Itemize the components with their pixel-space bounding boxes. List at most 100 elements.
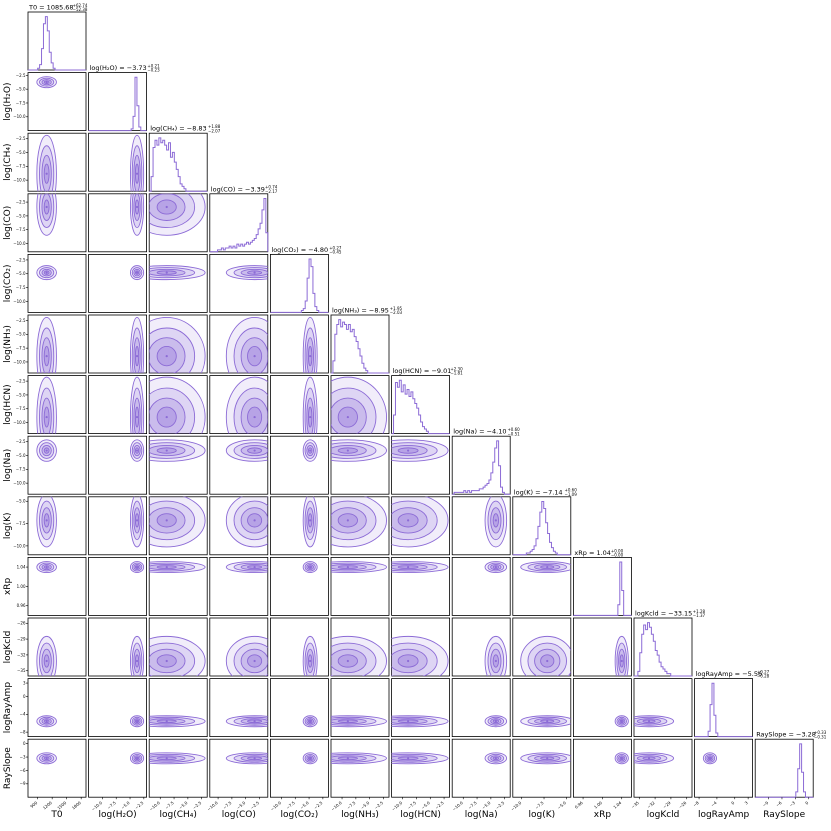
contour-panel-log(CH4)-vs-log(CO2): [148, 253, 208, 313]
y-tick-label: −10.0: [13, 178, 26, 183]
x-tick-label: −29: [662, 800, 672, 810]
panel-frame: [27, 11, 87, 71]
contour-level: [149, 642, 196, 676]
contour-panel-T0-vs-log(Na): −10.0 −7.5 −5.0 −2.5: [13, 435, 87, 495]
contour-peak: [135, 205, 139, 209]
contour-level: [131, 193, 143, 229]
title-err-plus: +1.95: [390, 306, 403, 311]
panel-frame: [209, 738, 269, 798]
contour-peak: [135, 449, 139, 452]
contour-level: [41, 397, 52, 434]
histogram-log(NH3): [331, 319, 389, 374]
contour-level: [391, 753, 438, 763]
histogram-log(Na): [452, 440, 511, 495]
contour-level: [484, 635, 508, 676]
contour-level: [391, 507, 428, 534]
contour-panel-log(CO2)-vs-xRp: [269, 557, 329, 616]
contour-panel-log(CH4)-vs-logKcld: [148, 617, 208, 677]
contour-peak: [165, 449, 168, 452]
contour-peak: [407, 659, 410, 663]
contour-peak: [253, 271, 256, 274]
contour-level: [233, 562, 268, 572]
x-axis-label-T0: T0: [50, 810, 62, 820]
contour-level: [149, 635, 206, 676]
y-tick-label: −2.5: [16, 257, 26, 262]
x-tick-label: 900: [29, 800, 38, 809]
panel-title-log(HCN): log(HCN) = −9.01: [393, 367, 452, 375]
contour-peak: [135, 172, 139, 175]
panel-frame: [633, 738, 693, 798]
hist-panel-log(Na): log(Na) = −4.10 +0.60−0.51: [451, 427, 520, 495]
contour-level: [149, 442, 196, 459]
contour-panel-T0-vs-log(CH4): −10.0 −7.5 −5.0 −2.5: [13, 132, 87, 192]
x-axis-label-log(CO): log(CO): [222, 810, 256, 820]
contour-panel-log(Na)-vs-xRp: [451, 557, 511, 616]
title-err-plus: +0.27: [329, 245, 342, 250]
panel-frame: [148, 375, 208, 435]
y-tick-label: −3: [20, 754, 26, 759]
contour-panel-log(HCN)-vs-log(Na): [391, 435, 451, 495]
hist-panel-RaySlope: RaySlope = −3.28+0.33−0.31 −9 −6 −3 0: [754, 730, 827, 808]
x-tick-label: 1800: [71, 800, 82, 811]
contour-peak: [494, 757, 497, 760]
contour-peak: [708, 757, 712, 760]
y-axis-label-logRayAmp: logRayAmp: [3, 682, 13, 734]
contour-panel-log(Na)-vs-logRayAmp: [451, 678, 511, 737]
x-tick-label: 1.00: [593, 800, 603, 810]
contour-panel-log(CO)-vs-log(CO2): [209, 253, 269, 313]
contour-peak: [165, 415, 168, 419]
panel-frame: [209, 375, 269, 435]
x-axis-label-log(CH4): log(CH₄): [159, 810, 196, 820]
title-err-plus: +0.60: [507, 427, 520, 432]
contour-panel-T0-vs-log(CO2): −10.0 −7.5 −5.0 −2.5: [13, 253, 87, 313]
contour-panel-log(NH3)-vs-log(HCN): [330, 375, 390, 435]
contour-level: [331, 716, 377, 726]
y-tick-label: −8: [20, 730, 26, 735]
y-tick-label: −10.0: [13, 420, 26, 425]
contour-panel-log(CH4)-vs-log(Na): [148, 435, 208, 495]
contour-level: [36, 635, 57, 676]
contour-panel-log(CO)-vs-log(HCN): [209, 375, 269, 435]
title-err-minus: −0.28: [757, 674, 770, 679]
contour-panel-log(K)-vs-logKcld: [512, 617, 572, 677]
contour-level: [225, 635, 268, 676]
x-axis-label-log(Na): log(Na): [465, 810, 498, 820]
contour-panel-log(NH3)-vs-logRayAmp: [330, 678, 390, 737]
y-tick-label: −10.0: [13, 481, 26, 486]
contour-panel-log(CH4)-vs-log(HCN): [148, 375, 208, 435]
panel-frame: [694, 678, 753, 737]
hist-panel-log(HCN): log(HCN) = −9.01 +2.30−1.81: [391, 367, 463, 435]
y-tick-label: −7.5: [16, 406, 26, 411]
x-tick-label: −4: [710, 800, 718, 808]
panel-frame: [391, 617, 451, 677]
y-tick-label: 0.96: [17, 603, 26, 608]
panel-title-log(CO): log(CO) = −3.39: [211, 185, 265, 193]
contour-peak: [309, 519, 312, 522]
contour-level: [39, 387, 55, 434]
x-tick-label: −10.0: [451, 800, 464, 812]
contour-panel-log(CH4)-vs-log(NH3): [148, 314, 208, 374]
x-tick-label: 1200: [42, 800, 53, 811]
histogram-log(CO): [209, 197, 269, 253]
title-err-minus: −1.81: [450, 371, 463, 376]
panel-frame: [148, 314, 208, 374]
histogram-log(CO2): [270, 258, 329, 313]
panel-frame: [391, 678, 451, 737]
panel-frame: [148, 738, 208, 798]
y-tick-label: −6: [20, 768, 26, 773]
contour-panel-T0-vs-log(NH3): −10.0 −7.5 −5.0 −2.5: [13, 314, 87, 374]
contour-peak: [135, 415, 139, 419]
contour-peak: [494, 720, 497, 723]
y-tick-label: −32: [17, 652, 26, 657]
contour-level: [304, 327, 316, 373]
panel-frame: [391, 738, 451, 798]
contour-peak: [309, 757, 312, 760]
x-tick-label: 1.04: [612, 800, 622, 810]
histogram-log(K): [512, 500, 571, 556]
contour-level: [149, 500, 196, 541]
contour-peak: [309, 355, 312, 358]
panel-frame: [694, 738, 753, 798]
contour-peak: [135, 271, 139, 274]
y-tick-label: −7.5: [16, 467, 26, 472]
title-err-minus: −2.17: [265, 189, 278, 194]
